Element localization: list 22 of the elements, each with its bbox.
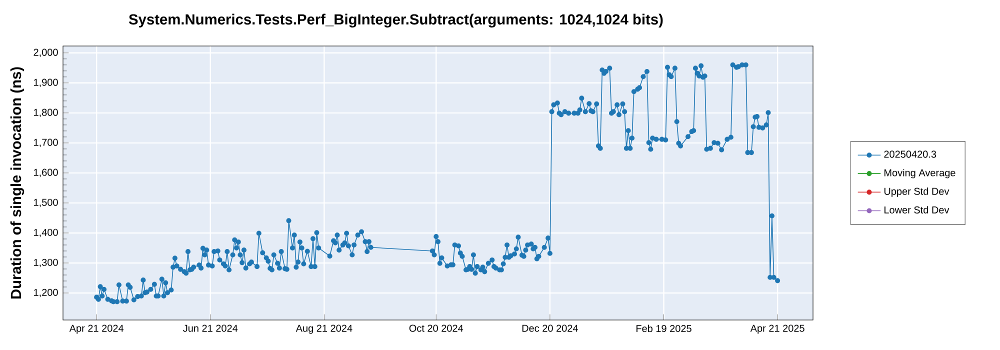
y-tick-label: 2,000: [34, 48, 58, 58]
y-tick-label: 1,800: [34, 108, 58, 118]
x-tick-label: Aug 21 2024: [296, 324, 352, 334]
x-tick-label: Apr 21 2025: [750, 324, 804, 334]
x-tick-label: Apr 21 2024: [69, 324, 124, 334]
y-tick-label: 1,600: [34, 168, 58, 178]
chart-title: System.Numerics.Tests.Perf_BigInteger.Subtract(arguments: 1024,1024 bits): [128, 14, 663, 28]
x-tick-label: Dec 20 2024: [522, 324, 578, 332]
y-axis-title: Duration of single invocation (ns): [10, 67, 24, 299]
x-tick-label: Jun 21 2024: [183, 324, 238, 332]
y-tick-label: 1,700: [34, 138, 58, 148]
legend-label: Lower Std Dev: [884, 206, 950, 214]
x-tick-label: Feb 19 2025: [636, 324, 692, 332]
legend-label: Moving Average: [884, 168, 956, 178]
y-tick-label: 1,300: [34, 258, 58, 268]
y-tick-label: 1,900: [34, 78, 58, 88]
y-tick-label: 1,500: [34, 198, 58, 208]
y-tick-label: 1,200: [34, 288, 58, 298]
legend-label: Upper Std Dev: [884, 188, 950, 197]
legend-label: 20250420.3: [884, 150, 936, 158]
x-tick-label: Oct 20 2024: [409, 324, 464, 332]
y-tick-label: 1,400: [34, 228, 58, 238]
